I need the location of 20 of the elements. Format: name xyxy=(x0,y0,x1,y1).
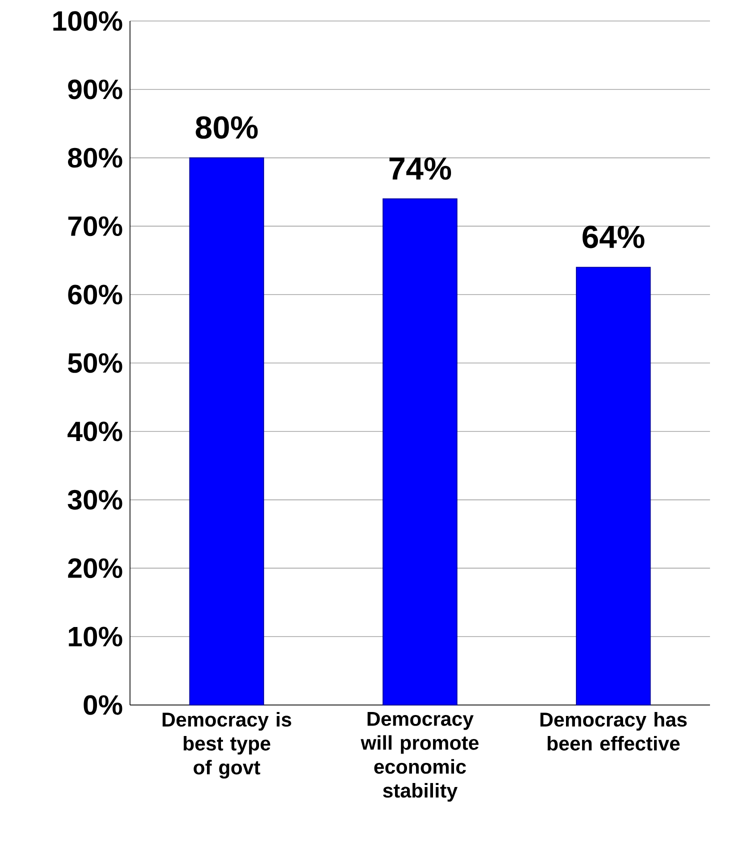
bar xyxy=(189,157,264,706)
bar xyxy=(576,266,651,706)
bar xyxy=(382,198,458,706)
y-tick-label: 90% xyxy=(68,79,122,100)
y-tick-label: 0% xyxy=(84,695,122,715)
y-tick-label: 20% xyxy=(68,558,122,578)
y-tick-label: 80% xyxy=(68,148,122,168)
data-label: 64% xyxy=(582,226,644,248)
y-tick-label: 10% xyxy=(68,626,122,646)
data-label: 80% xyxy=(196,116,258,139)
x-tick-label: Democracy will promote economic stability xyxy=(360,712,479,802)
x-tick-label: Democracy is best type of govt xyxy=(162,712,292,779)
y-tick-label: 100% xyxy=(53,11,122,31)
y-tick-label: 60% xyxy=(68,284,122,304)
data-label: 74% xyxy=(389,157,452,180)
y-tick-label: 50% xyxy=(68,353,122,373)
y-tick-label: 70% xyxy=(68,216,122,236)
y-tick-label: 40% xyxy=(68,422,122,442)
x-tick-label: Democracy has been effective xyxy=(540,712,687,751)
y-tick-label: 30% xyxy=(68,490,122,510)
